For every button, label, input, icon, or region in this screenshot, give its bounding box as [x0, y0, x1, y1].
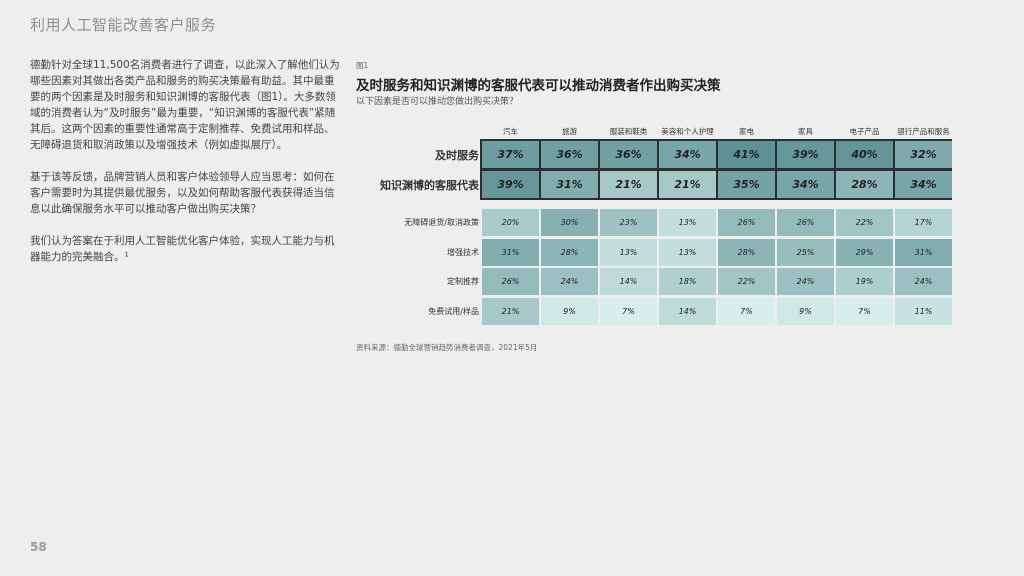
heatmap-cell: 13%	[600, 239, 657, 266]
column-header: 服装和鞋类	[609, 127, 648, 136]
heatmap-cell: 22%	[718, 268, 775, 295]
body-text: 德勤针对全球11,500名消费者进行了调查，以此深入了解他们认为哪些因素对其做出…	[30, 57, 340, 281]
column-header: 电子产品	[849, 127, 880, 136]
heatmap-cell: 25%	[777, 239, 834, 266]
heatmap-cell: 19%	[836, 268, 893, 295]
heatmap-cell: 14%	[600, 268, 657, 295]
heatmap-cell: 30%	[541, 209, 598, 236]
heatmap-cell: 7%	[600, 298, 657, 325]
heatmap-cell: 34%	[777, 171, 834, 198]
row-label: 免费试用/样品	[428, 307, 479, 316]
heatmap-cell: 26%	[777, 209, 834, 236]
body-paragraph-3: 我们认为答案在于利用人工智能优化客户体验，实现人工能力与机器能力的完美融合。¹	[30, 235, 335, 263]
heatmap-cell: 24%	[895, 268, 952, 295]
row-label: 无障碍退货/取消政策	[404, 218, 479, 227]
heatmap-cell: 24%	[777, 268, 834, 295]
heatmap-cell: 28%	[541, 239, 598, 266]
heatmap-cell: 34%	[659, 141, 716, 168]
heatmap-cell: 14%	[659, 298, 716, 325]
row-label: 及时服务	[435, 149, 479, 162]
figure-source: 资料来源：德勤全球营销趋势消费者调查，2021年5月	[356, 343, 538, 352]
heatmap-cell: 18%	[659, 268, 716, 295]
heatmap-cell: 40%	[836, 141, 893, 168]
column-header: 汽车	[503, 127, 518, 136]
heatmap-cell: 23%	[600, 209, 657, 236]
page-number: 58	[30, 540, 47, 554]
heatmap-cell: 24%	[541, 268, 598, 295]
row-label: 定制推荐	[447, 277, 479, 286]
column-header: 家电	[739, 127, 754, 136]
heatmap-cell: 26%	[718, 209, 775, 236]
heatmap-cell: 37%	[482, 141, 539, 168]
heatmap-cell: 39%	[482, 171, 539, 198]
heatmap-cell: 41%	[718, 141, 775, 168]
heatmap-cell: 21%	[659, 171, 716, 198]
row-label: 知识渊博的客服代表	[380, 179, 479, 192]
figure-label: 图1	[356, 61, 369, 70]
heatmap-cell: 36%	[600, 141, 657, 168]
heatmap-cell: 31%	[895, 239, 952, 266]
heatmap-cell: 34%	[895, 171, 952, 198]
row-label: 增强技术	[447, 248, 479, 257]
heatmap-cell: 31%	[541, 171, 598, 198]
heatmap-cell: 39%	[777, 141, 834, 168]
heatmap-cell: 9%	[777, 298, 834, 325]
column-header: 银行产品和服务	[897, 127, 950, 136]
heatmap-cell: 13%	[659, 239, 716, 266]
heatmap-cell: 21%	[600, 171, 657, 198]
body-paragraph-2: 基于该等反馈，品牌营销人员和客户体验领导人应当思考：如何在客户需要时为其提供最优…	[30, 171, 335, 215]
heatmap-cell: 31%	[482, 239, 539, 266]
heatmap-cell: 36%	[541, 141, 598, 168]
heatmap-cell: 9%	[541, 298, 598, 325]
heatmap-cell: 22%	[836, 209, 893, 236]
heatmap-cell: 17%	[895, 209, 952, 236]
heatmap-cell: 26%	[482, 268, 539, 295]
heatmap-cell: 28%	[836, 171, 893, 198]
heatmap-cell: 35%	[718, 171, 775, 198]
heatmap-cell: 21%	[482, 298, 539, 325]
heatmap-cell: 11%	[895, 298, 952, 325]
figure-title: 及时服务和知识渊博的客服代表可以推动消费者作出购买决策	[356, 78, 721, 94]
column-header: 美容和个人护理	[661, 127, 714, 136]
heatmap-cell: 29%	[836, 239, 893, 266]
page-header-title: 利用人工智能改善客户服务	[30, 16, 217, 34]
heatmap-cell: 13%	[659, 209, 716, 236]
column-header: 旅游	[562, 127, 577, 136]
heatmap-cell: 7%	[836, 298, 893, 325]
heatmap-cell: 28%	[718, 239, 775, 266]
heatmap-cell: 32%	[895, 141, 952, 168]
figure-subtitle: 以下因素是否可以推动您做出购买决策？	[356, 97, 519, 107]
column-header: 家具	[798, 127, 813, 136]
heatmap-cell: 20%	[482, 209, 539, 236]
body-paragraph-1: 德勤针对全球11,500名消费者进行了调查，以此深入了解他们认为哪些因素对其做出…	[30, 59, 340, 151]
heatmap-cell: 7%	[718, 298, 775, 325]
